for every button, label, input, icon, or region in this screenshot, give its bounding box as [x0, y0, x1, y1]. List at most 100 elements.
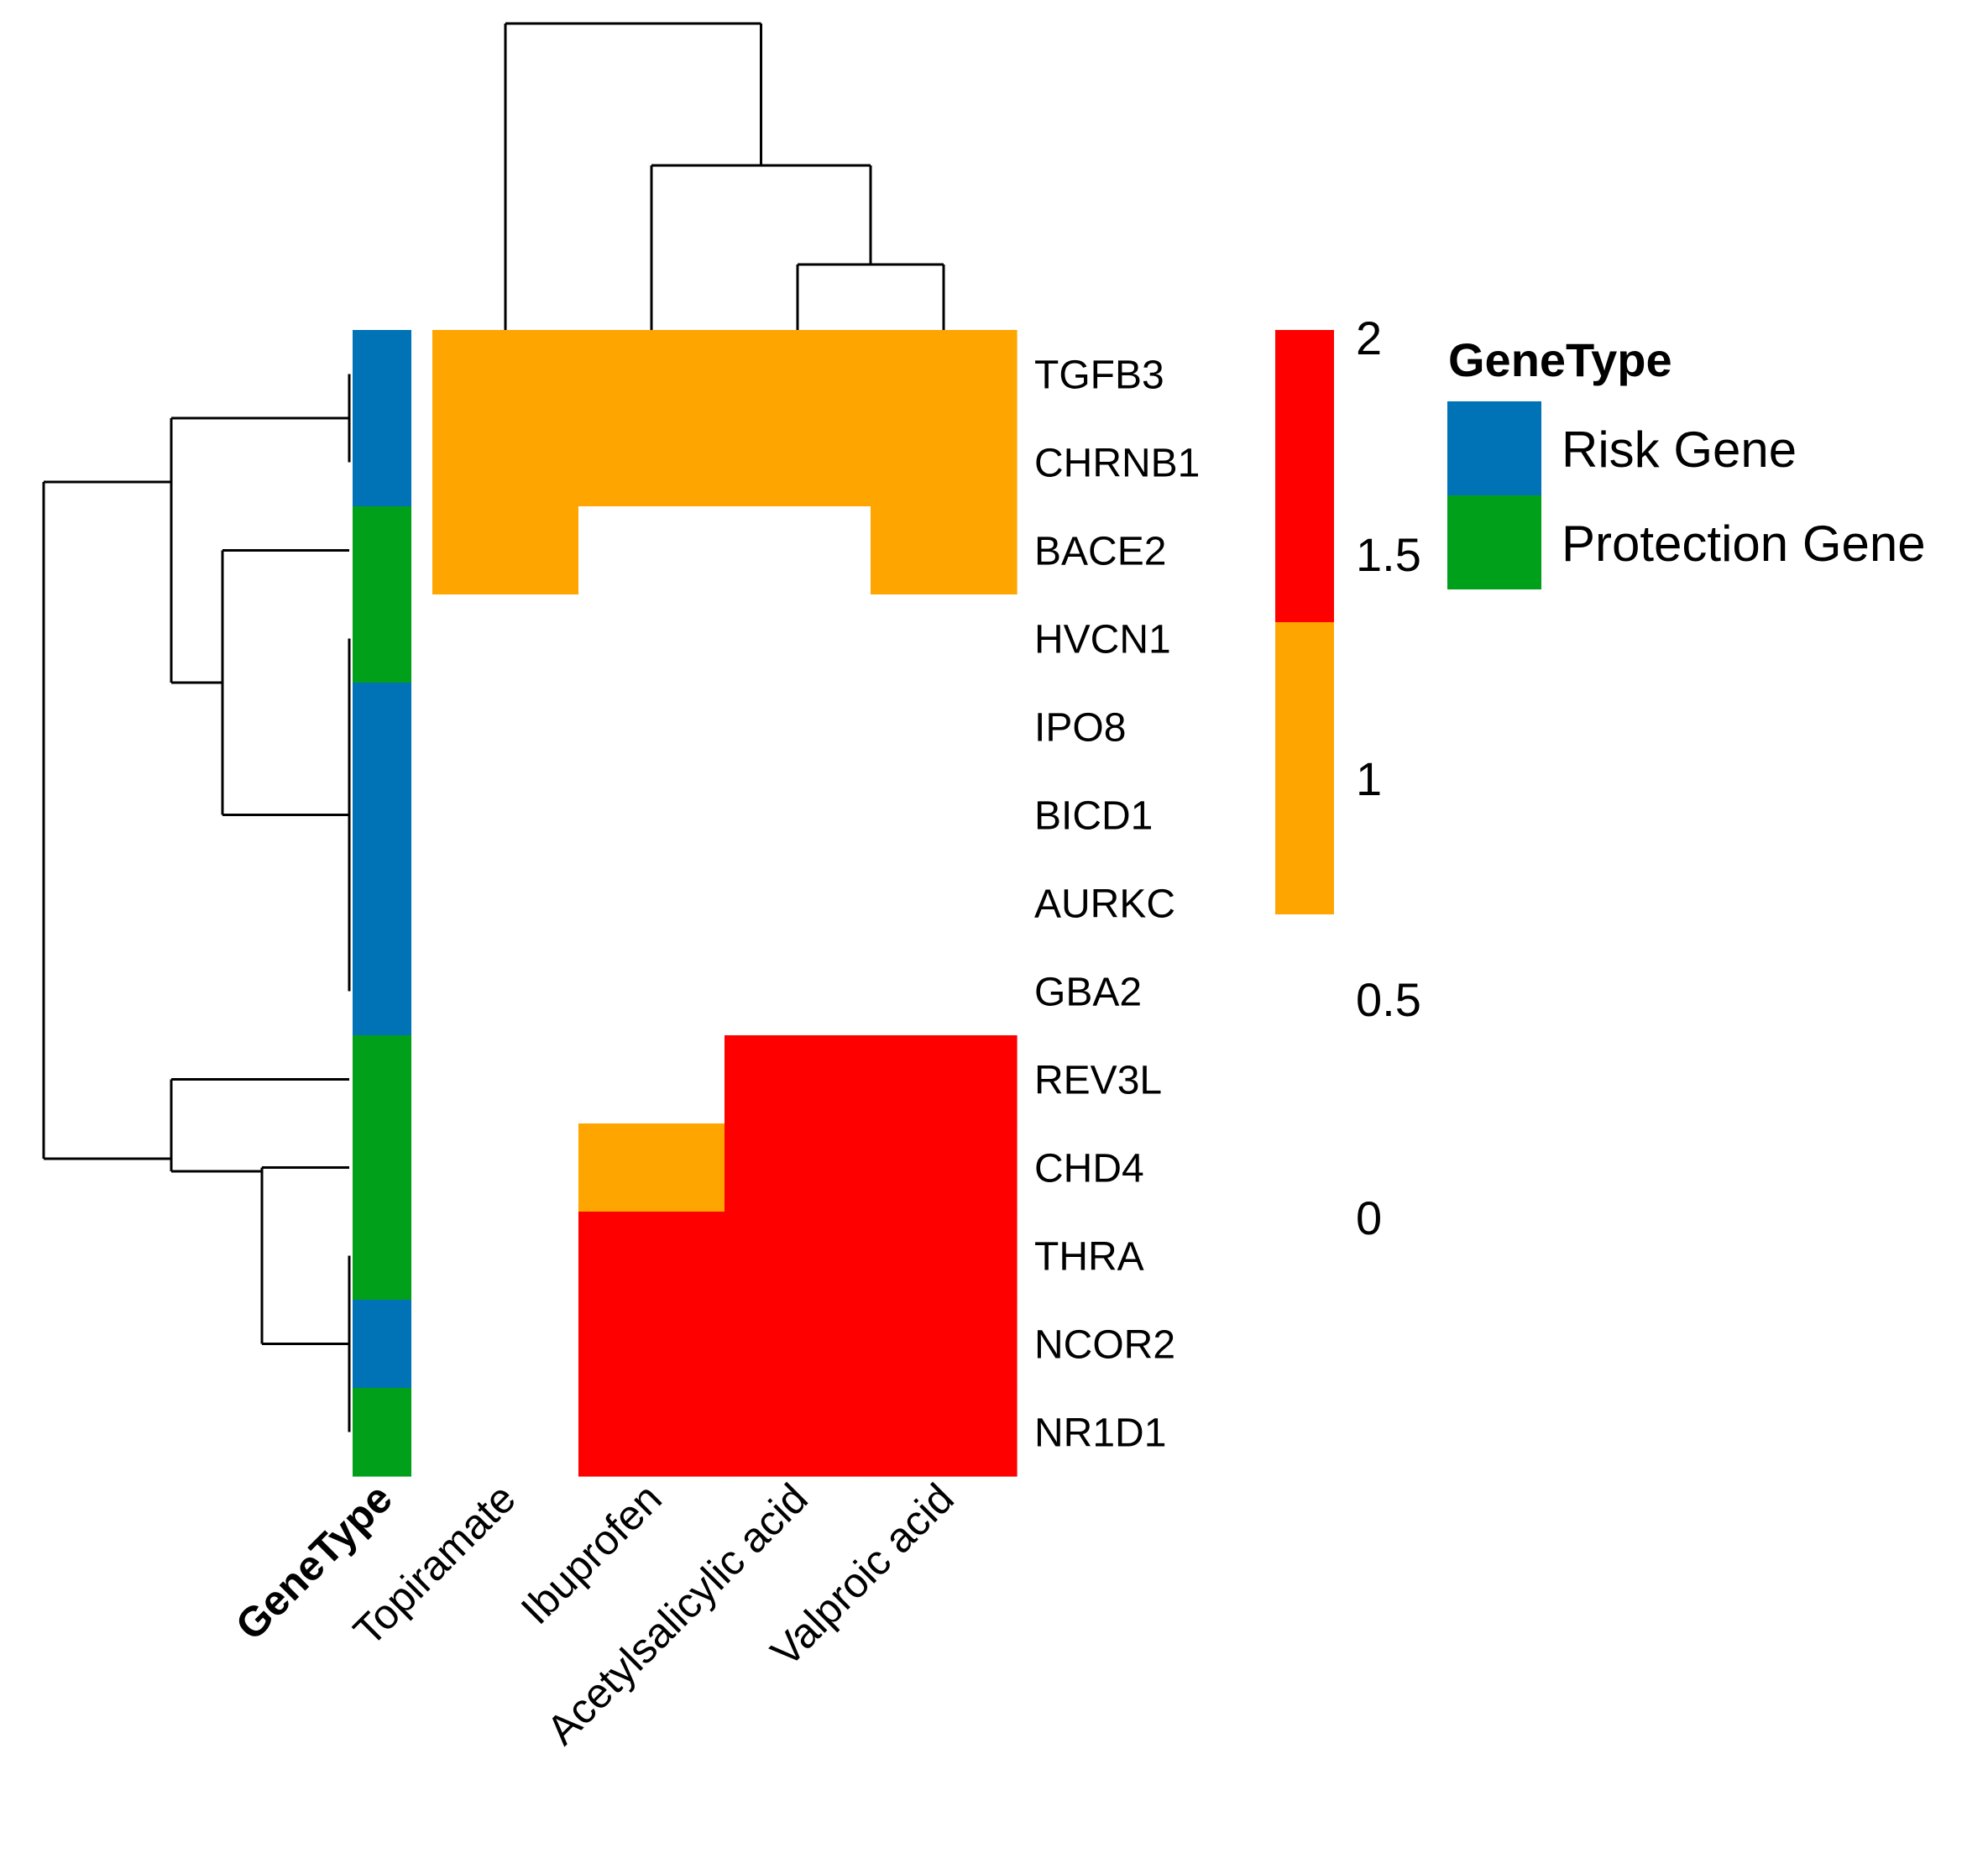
- cell-chd4-topiramate: [432, 1123, 579, 1212]
- cell-ipo8-valproic-acid: [871, 683, 1018, 772]
- cell-tgfb3-valproic-acid: [871, 330, 1018, 419]
- cell-rev3l-acetylsalicylic-acid: [725, 1035, 871, 1124]
- row-label-bicd1: BICD1: [1034, 794, 1153, 839]
- cell-chd4-acetylsalicylic-acid: [725, 1123, 871, 1212]
- cell-gba2-topiramate: [432, 947, 579, 1036]
- heatmap-cells: [432, 330, 1018, 1477]
- cell-aurkc-valproic-acid: [871, 859, 1018, 948]
- cell-nr1d1-topiramate: [432, 1388, 579, 1477]
- cell-ncor2-ibuprofen: [578, 1300, 725, 1389]
- annotation-cell-chd4: [353, 1123, 411, 1212]
- scale-tick-1-5: 1.5: [1356, 528, 1421, 581]
- scale-tick-2: 2: [1356, 312, 1382, 364]
- cell-thra-ibuprofen: [578, 1212, 725, 1301]
- annotation-cell-tgfb3: [353, 330, 411, 419]
- cell-bace2-ibuprofen: [578, 506, 725, 595]
- cell-ipo8-acetylsalicylic-acid: [725, 683, 871, 772]
- legend-label-risk-gene: Risk Gene: [1562, 421, 1797, 478]
- cell-gba2-valproic-acid: [871, 947, 1018, 1036]
- annotation-cell-rev3l: [353, 1035, 411, 1124]
- annotation-cell-chrnb1: [353, 418, 411, 507]
- cell-thra-valproic-acid: [871, 1212, 1018, 1301]
- legend-swatch-protection-gene: [1447, 495, 1541, 589]
- scale-tick-1: 1: [1356, 752, 1382, 805]
- cell-ncor2-topiramate: [432, 1300, 579, 1389]
- cell-tgfb3-ibuprofen: [578, 330, 725, 419]
- cell-tgfb3-topiramate: [432, 330, 579, 419]
- cell-rev3l-ibuprofen: [578, 1035, 725, 1124]
- gene-type-annotation-bar: [353, 330, 411, 1477]
- cell-bicd1-topiramate: [432, 771, 579, 860]
- cell-bace2-valproic-acid: [871, 506, 1018, 595]
- row-dendrogram: [42, 374, 351, 1432]
- cell-ipo8-ibuprofen: [578, 683, 725, 772]
- annotation-cell-bace2: [353, 506, 411, 595]
- row-labels: TGFB3 CHRNB1 BACE2 HVCN1 IPO8 BICD1 AURKC GBA2 R…: [1034, 353, 1200, 1456]
- row-label-tgfb3: TGFB3: [1034, 353, 1164, 398]
- cell-gba2-acetylsalicylic-acid: [725, 947, 871, 1036]
- column-dendrogram: [504, 22, 945, 330]
- cell-thra-topiramate: [432, 1212, 579, 1301]
- row-label-chd4: CHD4: [1034, 1147, 1144, 1191]
- annotation-cell-thra: [353, 1212, 411, 1301]
- cell-hvcn1-topiramate: [432, 594, 579, 683]
- cell-chd4-ibuprofen: [578, 1123, 725, 1212]
- row-label-hvcn1: HVCN1: [1034, 618, 1171, 662]
- cell-hvcn1-acetylsalicylic-acid: [725, 594, 871, 683]
- scale-block-1: [1275, 622, 1334, 914]
- row-label-gba2: GBA2: [1034, 971, 1142, 1015]
- cell-aurkc-acetylsalicylic-acid: [725, 859, 871, 948]
- cell-hvcn1-valproic-acid: [871, 594, 1018, 683]
- color-scale-legend: 2 1.5 1 0.5 0: [1275, 312, 1421, 1244]
- cell-tgfb3-acetylsalicylic-acid: [725, 330, 871, 419]
- cell-nr1d1-ibuprofen: [578, 1388, 725, 1477]
- cell-chrnb1-acetylsalicylic-acid: [725, 418, 871, 507]
- row-label-ipo8: IPO8: [1034, 706, 1126, 751]
- cell-nr1d1-acetylsalicylic-acid: [725, 1388, 871, 1477]
- column-label-ibuprofen: Ibuprofen: [512, 1474, 671, 1633]
- annotation-cell-ncor2: [353, 1300, 411, 1389]
- cell-chrnb1-ibuprofen: [578, 418, 725, 507]
- column-label-acetylsalicylic-acid: Acetylsalicylic acid: [537, 1474, 816, 1753]
- row-label-nr1d1: NR1D1: [1034, 1411, 1166, 1456]
- legend-swatch-risk-gene: [1447, 401, 1541, 495]
- row-label-bace2: BACE2: [1034, 530, 1166, 574]
- cell-hvcn1-ibuprofen: [578, 594, 725, 683]
- cell-rev3l-topiramate: [432, 1035, 579, 1124]
- annotation-cell-hvcn1: [353, 594, 411, 683]
- row-label-thra: THRA: [1034, 1235, 1144, 1280]
- cell-ncor2-acetylsalicylic-acid: [725, 1300, 871, 1389]
- scale-tick-0: 0: [1356, 1191, 1382, 1244]
- cell-bace2-topiramate: [432, 506, 579, 595]
- cell-aurkc-topiramate: [432, 859, 579, 948]
- row-label-chrnb1: CHRNB1: [1034, 442, 1200, 486]
- cell-bicd1-ibuprofen: [578, 771, 725, 860]
- cell-chrnb1-valproic-acid: [871, 418, 1018, 507]
- row-label-rev3l: REV3L: [1034, 1059, 1162, 1103]
- annotation-cell-bicd1: [353, 771, 411, 860]
- row-label-ncor2: NCOR2: [1034, 1323, 1175, 1368]
- gene-type-legend: GeneType Risk Gene Protection Gene: [1447, 333, 1926, 589]
- cell-ncor2-valproic-acid: [871, 1300, 1018, 1389]
- legend-label-protection-gene: Protection Gene: [1562, 516, 1926, 572]
- column-labels: GeneTypeTopiramateIbuprofenAcetylsalicyl…: [227, 1474, 963, 1753]
- scale-tick-0-5: 0.5: [1356, 973, 1421, 1026]
- legend-title: GeneType: [1448, 333, 1672, 386]
- annotation-cell-nr1d1: [353, 1388, 411, 1477]
- cell-chrnb1-topiramate: [432, 418, 579, 507]
- cell-bicd1-valproic-acid: [871, 771, 1018, 860]
- annotation-cell-ipo8: [353, 683, 411, 772]
- cell-rev3l-valproic-acid: [871, 1035, 1018, 1124]
- cell-chd4-valproic-acid: [871, 1123, 1018, 1212]
- annotation-cell-aurkc: [353, 859, 411, 948]
- cell-nr1d1-valproic-acid: [871, 1388, 1018, 1477]
- cell-thra-acetylsalicylic-acid: [725, 1212, 871, 1301]
- cell-bicd1-acetylsalicylic-acid: [725, 771, 871, 860]
- scale-block-2: [1275, 330, 1334, 622]
- cell-gba2-ibuprofen: [578, 947, 725, 1036]
- row-label-aurkc: AURKC: [1034, 882, 1175, 927]
- annotation-cell-gba2: [353, 947, 411, 1036]
- cell-ipo8-topiramate: [432, 683, 579, 772]
